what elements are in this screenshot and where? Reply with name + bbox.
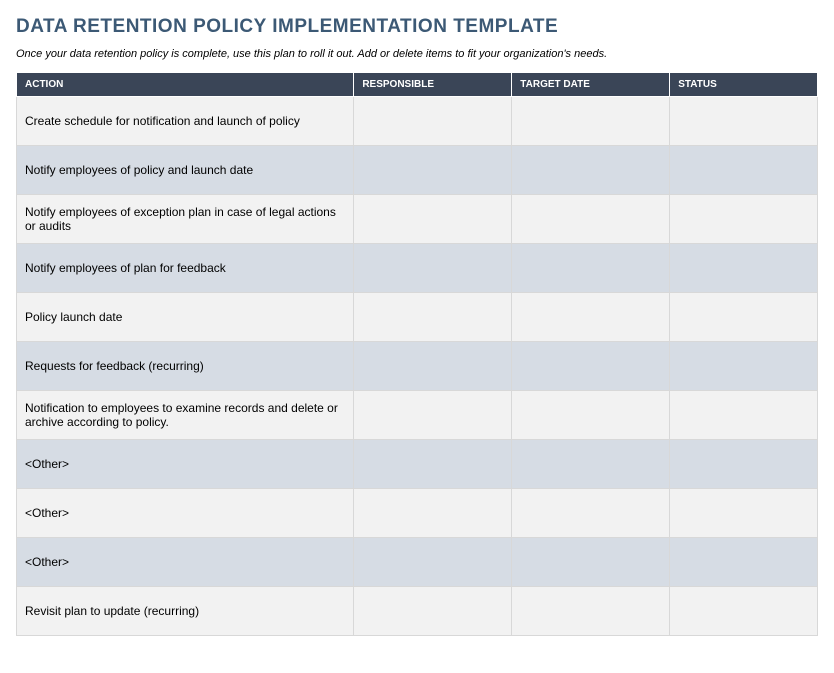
cell-action: Notify employees of policy and launch da… xyxy=(17,146,354,195)
cell-target xyxy=(512,489,670,538)
cell-target xyxy=(512,146,670,195)
page-title: DATA RETENTION POLICY IMPLEMENTATION TEM… xyxy=(16,16,818,38)
cell-target xyxy=(512,293,670,342)
cell-responsible xyxy=(354,244,512,293)
col-header-responsible: RESPONSIBLE xyxy=(354,73,512,97)
cell-responsible xyxy=(354,342,512,391)
policy-table: ACTION RESPONSIBLE TARGET DATE STATUS Cr… xyxy=(16,72,818,636)
table-row: <Other> xyxy=(17,489,818,538)
cell-status xyxy=(670,244,818,293)
table-row: Revisit plan to update (recurring) xyxy=(17,587,818,636)
table-row: <Other> xyxy=(17,440,818,489)
page-subtitle: Once your data retention policy is compl… xyxy=(16,48,818,60)
cell-responsible xyxy=(354,97,512,146)
cell-responsible xyxy=(354,538,512,587)
cell-target xyxy=(512,97,670,146)
cell-action: Notify employees of plan for feedback xyxy=(17,244,354,293)
table-row: Notification to employees to examine rec… xyxy=(17,391,818,440)
table-row: Policy launch date xyxy=(17,293,818,342)
cell-responsible xyxy=(354,146,512,195)
cell-action: <Other> xyxy=(17,538,354,587)
col-header-action: ACTION xyxy=(17,73,354,97)
table-row: Notify employees of exception plan in ca… xyxy=(17,195,818,244)
cell-action: <Other> xyxy=(17,440,354,489)
cell-status xyxy=(670,195,818,244)
cell-target xyxy=(512,342,670,391)
cell-action: Policy launch date xyxy=(17,293,354,342)
cell-responsible xyxy=(354,587,512,636)
col-header-status: STATUS xyxy=(670,73,818,97)
cell-target xyxy=(512,440,670,489)
table-row: <Other> xyxy=(17,538,818,587)
table-row: Notify employees of plan for feedback xyxy=(17,244,818,293)
cell-status xyxy=(670,440,818,489)
cell-responsible xyxy=(354,195,512,244)
cell-status xyxy=(670,293,818,342)
cell-status xyxy=(670,342,818,391)
cell-status xyxy=(670,391,818,440)
cell-status xyxy=(670,587,818,636)
cell-target xyxy=(512,244,670,293)
cell-action: Notification to employees to examine rec… xyxy=(17,391,354,440)
cell-target xyxy=(512,195,670,244)
cell-target xyxy=(512,391,670,440)
cell-target xyxy=(512,538,670,587)
cell-responsible xyxy=(354,440,512,489)
table-header-row: ACTION RESPONSIBLE TARGET DATE STATUS xyxy=(17,73,818,97)
cell-action: Create schedule for notification and lau… xyxy=(17,97,354,146)
cell-status xyxy=(670,489,818,538)
cell-responsible xyxy=(354,293,512,342)
cell-target xyxy=(512,587,670,636)
cell-action: Requests for feedback (recurring) xyxy=(17,342,354,391)
cell-action: <Other> xyxy=(17,489,354,538)
cell-responsible xyxy=(354,391,512,440)
table-row: Notify employees of policy and launch da… xyxy=(17,146,818,195)
cell-status xyxy=(670,538,818,587)
cell-status xyxy=(670,97,818,146)
table-row: Create schedule for notification and lau… xyxy=(17,97,818,146)
cell-status xyxy=(670,146,818,195)
col-header-target-date: TARGET DATE xyxy=(512,73,670,97)
table-row: Requests for feedback (recurring) xyxy=(17,342,818,391)
cell-action: Notify employees of exception plan in ca… xyxy=(17,195,354,244)
cell-action: Revisit plan to update (recurring) xyxy=(17,587,354,636)
cell-responsible xyxy=(354,489,512,538)
